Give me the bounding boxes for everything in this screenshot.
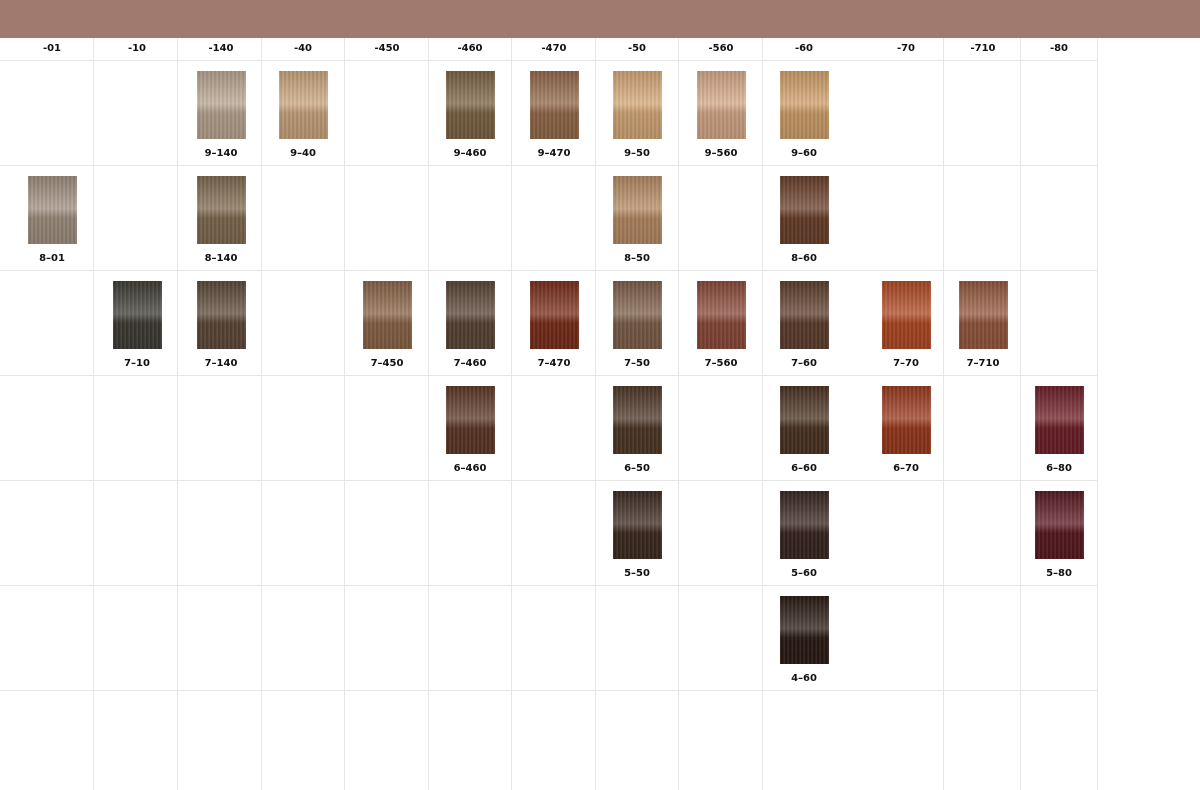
swatch-label: 9–60	[791, 148, 817, 159]
swatch-label: 9–40	[290, 148, 316, 159]
swatch-label: 8–50	[624, 253, 650, 264]
color-swatch	[780, 386, 829, 454]
swatch-label: 6–60	[791, 463, 817, 474]
color-swatch	[197, 71, 246, 139]
swatch-label: 9–460	[453, 148, 487, 159]
grid-line	[0, 690, 1097, 691]
swatch-label: 6–70	[893, 463, 919, 474]
color-swatch	[697, 71, 746, 139]
column-header: -70	[896, 43, 916, 54]
grid-line	[1097, 38, 1098, 790]
swatch-label: 5–60	[791, 568, 817, 579]
color-swatch	[613, 386, 662, 454]
color-swatch	[446, 386, 495, 454]
swatch-label: 8–01	[39, 253, 65, 264]
swatch-label: 9–50	[624, 148, 650, 159]
column-header: -50	[627, 43, 647, 54]
grid-line	[0, 270, 1097, 271]
swatch-label: 7–450	[370, 358, 404, 369]
column-header: -470	[541, 43, 567, 54]
swatch-label: 7–50	[624, 358, 650, 369]
swatch-label: 5–80	[1046, 568, 1072, 579]
column-header: -460	[457, 43, 483, 54]
swatch-label: 7–10	[124, 358, 150, 369]
color-swatch	[882, 281, 931, 349]
top-bar	[0, 0, 1200, 38]
color-swatch	[279, 71, 328, 139]
swatch-label: 6–80	[1046, 463, 1072, 474]
grid-line	[0, 60, 1097, 61]
grid-line	[0, 165, 1097, 166]
color-swatch	[446, 281, 495, 349]
swatch-label: 8–140	[204, 253, 238, 264]
grid-line	[344, 38, 345, 790]
grid-line	[177, 38, 178, 790]
column-header: -560	[708, 43, 734, 54]
grid-line	[261, 38, 262, 790]
grid-line	[93, 38, 94, 790]
color-swatch	[780, 281, 829, 349]
color-swatch	[780, 176, 829, 244]
column-header: -40	[293, 43, 313, 54]
swatch-label: 9–560	[704, 148, 738, 159]
swatch-label: 9–140	[204, 148, 238, 159]
column-header: -450	[374, 43, 400, 54]
swatch-label: 7–470	[537, 358, 571, 369]
color-swatch	[197, 281, 246, 349]
color-swatch	[197, 176, 246, 244]
grid-line	[678, 38, 679, 790]
color-swatch	[530, 281, 579, 349]
swatch-label: 6–460	[453, 463, 487, 474]
swatch-label: 5–50	[624, 568, 650, 579]
color-swatch	[530, 71, 579, 139]
column-header: -60	[794, 43, 814, 54]
grid-line	[511, 38, 512, 790]
color-swatch	[113, 281, 162, 349]
swatch-label: 7–710	[966, 358, 1000, 369]
color-swatch	[613, 176, 662, 244]
color-swatch	[613, 491, 662, 559]
swatch-label: 7–140	[204, 358, 238, 369]
grid-line	[0, 480, 1097, 481]
grid-line	[595, 38, 596, 790]
color-swatch	[613, 71, 662, 139]
color-swatch	[697, 281, 746, 349]
color-swatch	[1035, 491, 1084, 559]
grid-line	[943, 38, 944, 790]
grid-line	[762, 38, 763, 790]
column-header: -140	[208, 43, 234, 54]
swatch-label: 6–50	[624, 463, 650, 474]
color-swatch	[613, 281, 662, 349]
color-swatch	[1035, 386, 1084, 454]
column-header: -10	[127, 43, 147, 54]
column-header: -01	[42, 43, 62, 54]
swatch-label: 7–560	[704, 358, 738, 369]
swatch-label: 8–60	[791, 253, 817, 264]
column-header: -710	[970, 43, 996, 54]
swatch-label: 4–60	[791, 673, 817, 684]
swatch-label: 7–70	[893, 358, 919, 369]
color-swatch	[780, 596, 829, 664]
color-swatch	[959, 281, 1008, 349]
color-swatch	[446, 71, 495, 139]
color-swatch	[882, 386, 931, 454]
column-header: -80	[1049, 43, 1069, 54]
color-swatch	[780, 491, 829, 559]
grid-line	[1020, 38, 1021, 790]
swatch-label: 7–460	[453, 358, 487, 369]
grid-line	[0, 375, 1097, 376]
color-swatch	[28, 176, 77, 244]
grid-line	[0, 585, 1097, 586]
swatch-label: 9–470	[537, 148, 571, 159]
color-swatch	[780, 71, 829, 139]
grid-line	[428, 38, 429, 790]
swatch-label: 7–60	[791, 358, 817, 369]
color-swatch	[363, 281, 412, 349]
